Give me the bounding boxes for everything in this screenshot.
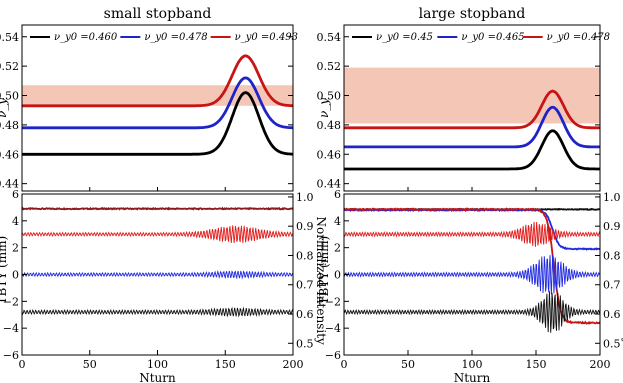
- xtick-label: 200: [283, 358, 304, 371]
- ytick-label: 4: [12, 215, 19, 228]
- y-axis-right-label: Normalized Intensity: [621, 217, 623, 346]
- tune-line-0: [344, 129, 600, 171]
- panel-title: large stopband: [419, 6, 526, 22]
- ytick-label: 0.52: [0, 60, 19, 73]
- tbt-line-2: [343, 207, 601, 325]
- ytick-right-label: 0.8: [603, 249, 621, 262]
- ytick-right-label: 0.8: [296, 249, 314, 262]
- ytick-label: 0.54: [0, 31, 19, 44]
- y-axis-label: TBTY (mm): [0, 236, 9, 305]
- ytick-label: 2: [12, 242, 19, 255]
- ytick-label: 0.46: [317, 148, 342, 161]
- ytick-label: 0.46: [0, 148, 19, 161]
- ytick-right-label: 0.7: [296, 279, 314, 292]
- xtick-label: 150: [526, 358, 547, 371]
- ytick-label: −6: [325, 349, 341, 362]
- y-axis-label: TBTY (mm): [317, 236, 331, 305]
- tbt-line-4: [344, 254, 601, 295]
- tbt-panel-2: −6 −4 −2 0 2 4 6 0.5 0.6 0.7 0.8 0.9 1.0 0 50 100 150 200…: [0, 188, 328, 383]
- legend-entry: ν_y0 =0.465: [461, 32, 524, 43]
- ytick-right-label: 1.0: [603, 191, 621, 204]
- tbt-line-1: [343, 208, 601, 251]
- tbt-line-1: [21, 225, 294, 244]
- tune-panel-1: 0.44 0.46 0.48 0.50 0.52 0.54 large stopband ν_…: [317, 6, 610, 192]
- tune-line-0: [22, 91, 294, 156]
- xtick-label: 200: [590, 358, 611, 371]
- ytick-label: −6: [3, 349, 19, 362]
- panel-title: small stopband: [104, 6, 212, 22]
- tune-line-1: [344, 105, 600, 149]
- ytick-right-label: 0.9: [296, 220, 314, 233]
- ytick-label: −2: [325, 295, 341, 308]
- ytick-label: 0.44: [0, 178, 19, 191]
- tbt-line-3: [343, 221, 601, 247]
- ytick-right-label: 0.5: [603, 337, 621, 350]
- xtick-label: 50: [83, 358, 97, 371]
- stopband-band: [344, 67, 600, 124]
- tune-line-2: [22, 54, 293, 108]
- ytick-label: 0.54: [317, 31, 342, 44]
- legend-entry: ν_y0 =0.493: [235, 32, 298, 43]
- legend-entry: ν_y0 =0.45: [376, 32, 433, 43]
- ytick-label: 0: [12, 269, 19, 282]
- ytick-label: 0.50: [0, 90, 19, 103]
- ytick-right-label: 1.0: [296, 191, 314, 204]
- ytick-right-label: 0.5: [296, 337, 314, 350]
- legend-entry: ν_y0 =0.478: [547, 32, 610, 43]
- ytick-label: 0.44: [317, 178, 342, 191]
- tbt-line-0: [21, 206, 294, 211]
- tbt-panel-3: −6 −4 −2 0 2 4 6 0.5 0.6 0.7 0.8 0.9 1.0 0 50 100 150 200…: [317, 188, 623, 383]
- ytick-label: 4: [334, 215, 341, 228]
- xtick-label: 0: [19, 358, 26, 371]
- ytick-label: 6: [334, 188, 341, 201]
- ytick-label: 2: [334, 242, 341, 255]
- y-axis-right-label: Normalized Intensity: [314, 217, 328, 346]
- xtick-label: 0: [341, 358, 348, 371]
- ytick-label: 0.52: [317, 60, 342, 73]
- ytick-label: −4: [3, 322, 19, 335]
- tune-line-2: [344, 89, 600, 130]
- ytick-right-label: 0.7: [603, 279, 621, 292]
- xtick-label: 100: [147, 358, 168, 371]
- ytick-label: 0.48: [317, 119, 342, 132]
- ytick-label: 0: [334, 269, 341, 282]
- ytick-right-label: 0.6: [603, 308, 621, 321]
- x-axis-label: Nturn: [139, 371, 176, 383]
- x-axis-label: Nturn: [454, 371, 491, 383]
- tbt-line-3: [21, 306, 294, 318]
- ytick-right-label: 0.6: [296, 308, 314, 321]
- ytick-label: 0.48: [0, 119, 19, 132]
- ytick-label: 6: [12, 188, 19, 201]
- ytick-label: −2: [3, 295, 19, 308]
- ytick-label: −4: [325, 322, 341, 335]
- tune-line-1: [22, 76, 293, 130]
- ytick-label: 0.50: [317, 90, 342, 103]
- tbt-line-2: [21, 269, 294, 280]
- y-axis-label: ν_y: [0, 98, 9, 118]
- legend-entry: ν_y0 =0.460: [54, 32, 118, 43]
- xtick-label: 50: [401, 358, 415, 371]
- legend-entry: ν_y0 =0.478: [144, 32, 207, 43]
- xtick-label: 100: [462, 358, 483, 371]
- tbt-line-5: [343, 291, 601, 333]
- y-axis-label: ν_y: [317, 98, 331, 118]
- tune-panel-0: 0.44 0.46 0.48 0.50 0.52 0.54 small stopband ν_…: [0, 6, 298, 192]
- xtick-label: 150: [215, 358, 236, 371]
- ytick-right-label: 0.9: [603, 220, 621, 233]
- plot-frame: [21, 24, 294, 192]
